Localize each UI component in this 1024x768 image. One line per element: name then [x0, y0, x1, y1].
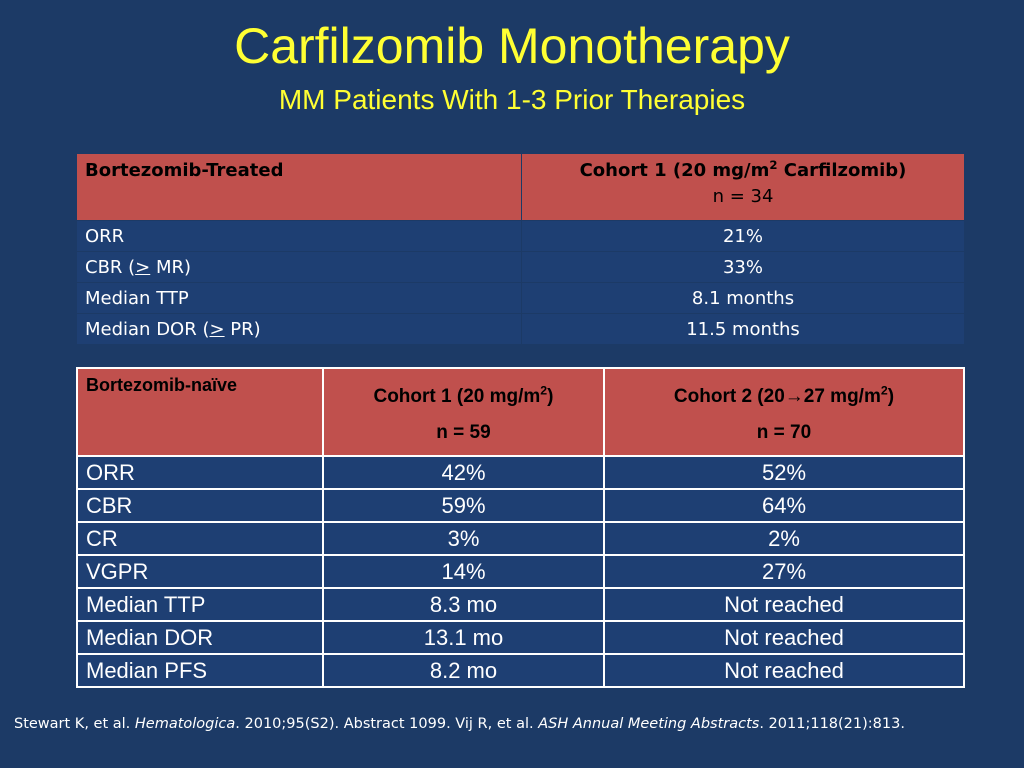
- cohort2-value: Not reached: [603, 653, 965, 688]
- cohort1-label: Cohort 1 (20 mg/m2 Carfilzomib): [579, 158, 907, 181]
- header-cell-cohort1: Cohort 1 (20 mg/m2 Carfilzomib) n = 34: [521, 153, 965, 221]
- cohort2-value: 27%: [603, 554, 965, 589]
- table-header-row: Bortezomib-Treated Cohort 1 (20 mg/m2 Ca…: [76, 153, 965, 221]
- row-label: VGPR: [76, 554, 324, 589]
- cohort1-n: n = 59: [436, 422, 491, 443]
- table-row: CBR 59% 64%: [76, 488, 965, 523]
- cohort1-value: 13.1 mo: [322, 620, 605, 655]
- row-value: 21%: [521, 220, 965, 252]
- table-row: Median DOR (> PR) 11.5 months: [76, 313, 965, 345]
- table-row: Median PFS 8.2 mo Not reached: [76, 653, 965, 688]
- citation-footer: Stewart K, et al. Hematologica. 2010;95(…: [14, 716, 905, 732]
- header-cell-group: Bortezomib-naïve: [76, 367, 324, 457]
- bortezomib-naive-table: Bortezomib-naïve Cohort 1 (20 mg/m2) n =…: [76, 367, 965, 688]
- row-label: CR: [76, 521, 324, 556]
- cohort2-value: 64%: [603, 488, 965, 523]
- row-label: ORR: [76, 455, 324, 490]
- table-header-row: Bortezomib-naïve Cohort 1 (20 mg/m2) n =…: [76, 367, 965, 457]
- table-row: ORR 21%: [76, 220, 965, 252]
- row-label: ORR: [76, 220, 522, 252]
- row-label: Median DOR: [76, 620, 324, 655]
- table-row: Median TTP 8.1 months: [76, 282, 965, 314]
- cohort2-n: n = 70: [756, 422, 812, 443]
- cohort1-value: 14%: [322, 554, 605, 589]
- slide-title: Carfilzomib Monotherapy: [234, 18, 790, 74]
- cohort1-value: 42%: [322, 455, 605, 490]
- table-row: Median DOR 13.1 mo Not reached: [76, 620, 965, 655]
- row-label: Median DOR (> PR): [76, 313, 522, 345]
- cohort1-value: 3%: [322, 521, 605, 556]
- row-label: Median TTP: [76, 587, 324, 622]
- table-row: Median TTP 8.3 mo Not reached: [76, 587, 965, 622]
- cohort1-value: 8.2 mo: [322, 653, 605, 688]
- header-cell-group: Bortezomib-Treated: [76, 153, 522, 221]
- row-value: 8.1 months: [521, 282, 965, 314]
- cohort1-n: n = 34: [712, 186, 774, 207]
- cohort1-value: 59%: [322, 488, 605, 523]
- row-value: 33%: [521, 251, 965, 283]
- cohort2-value: Not reached: [603, 587, 965, 622]
- row-label: Median PFS: [76, 653, 324, 688]
- table-row: VGPR 14% 27%: [76, 554, 965, 589]
- row-value: 11.5 months: [521, 313, 965, 345]
- table-row: CBR (> MR) 33%: [76, 251, 965, 283]
- cohort2-value: 52%: [603, 455, 965, 490]
- header-cell-cohort1: Cohort 1 (20 mg/m2) n = 59: [322, 367, 605, 457]
- cohort2-value: Not reached: [603, 620, 965, 655]
- row-label: CBR: [76, 488, 324, 523]
- cohort1-value: 8.3 mo: [322, 587, 605, 622]
- row-label: CBR (> MR): [76, 251, 522, 283]
- table-row: ORR 42% 52%: [76, 455, 965, 490]
- cohort2-value: 2%: [603, 521, 965, 556]
- table-row: CR 3% 2%: [76, 521, 965, 556]
- slide-subtitle: MM Patients With 1-3 Prior Therapies: [278, 84, 746, 115]
- header-cell-cohort2: Cohort 2 (20→27 mg/m2) n = 70: [603, 367, 965, 457]
- row-label: Median TTP: [76, 282, 522, 314]
- bortezomib-treated-table: Bortezomib-Treated Cohort 1 (20 mg/m2 Ca…: [76, 153, 965, 345]
